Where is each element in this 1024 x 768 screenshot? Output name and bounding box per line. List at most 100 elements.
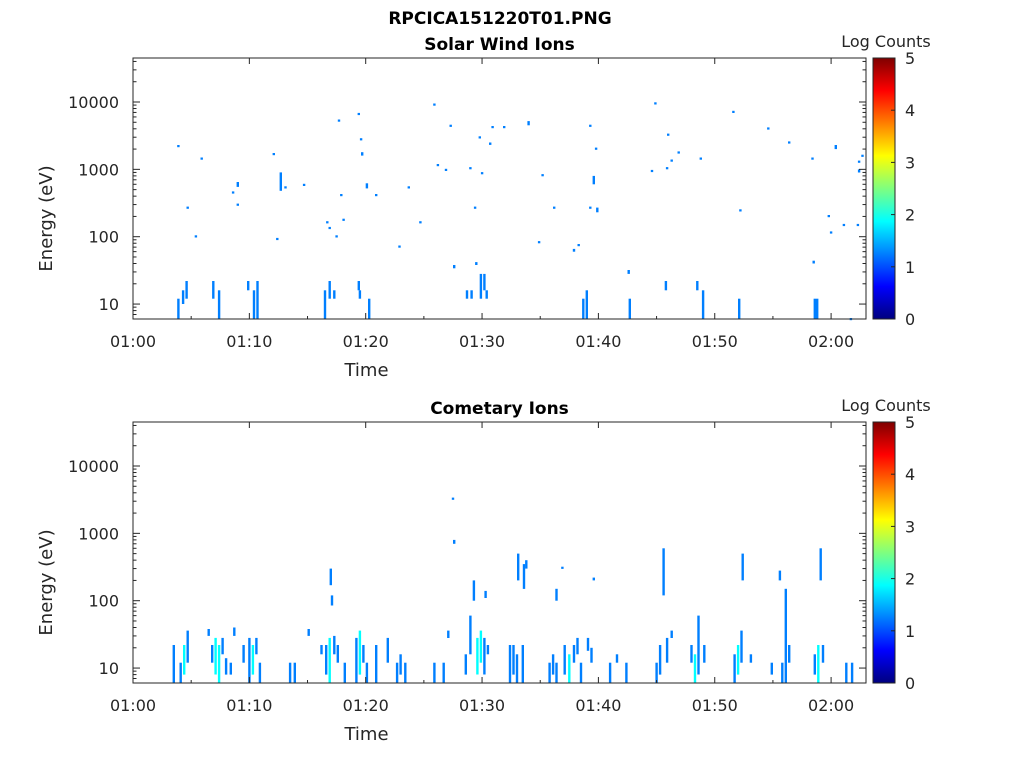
heatmap-cell	[670, 630, 673, 638]
heatmap-cell	[576, 637, 579, 655]
heatmap-cell	[302, 183, 306, 186]
x-tick-label: 01:50	[692, 332, 738, 351]
heatmap-cell	[284, 186, 287, 189]
heatmap-cell	[357, 281, 360, 291]
heatmap-cell	[654, 102, 657, 105]
heatmap-cell	[365, 183, 369, 189]
heatmap-cell	[483, 273, 486, 291]
heatmap-cell	[276, 237, 279, 241]
colorbar-tick-label: 3	[905, 517, 915, 536]
heatmap-cell	[433, 103, 436, 106]
heatmap-cell	[358, 630, 362, 675]
heatmap-cell	[307, 629, 310, 636]
heatmap-cell	[739, 209, 742, 212]
heatmap-cell	[336, 645, 339, 663]
heatmap-cell	[615, 654, 619, 663]
x-tick-label: 02:00	[808, 332, 854, 351]
heatmap-cell	[279, 172, 282, 191]
heatmap-cell	[375, 645, 378, 683]
heatmap-cell	[333, 290, 336, 299]
y-tick-label: 10000	[68, 93, 119, 112]
heatmap-cell	[399, 654, 402, 675]
heatmap-cell	[186, 206, 189, 209]
figure-title: RPCICA151220T01.PNG	[388, 9, 611, 29]
heatmap-cell	[788, 645, 791, 663]
x-tick-label: 01:10	[226, 696, 272, 715]
plot-area	[133, 422, 866, 683]
heatmap-cell	[233, 627, 236, 636]
heatmap-cell	[212, 281, 215, 299]
heatmap-cell	[740, 630, 743, 663]
heatmap-cell	[473, 206, 477, 209]
colorbar-tick-label: 5	[905, 413, 915, 432]
heatmap-cells	[172, 497, 854, 683]
heatmap-cell	[650, 169, 654, 173]
colorbar-tick-label: 0	[905, 310, 915, 329]
heatmap-cell	[582, 298, 585, 319]
heatmap-cell	[288, 662, 292, 683]
heatmap-cell	[480, 172, 484, 175]
heatmap-cell	[812, 260, 815, 264]
heatmap-cell	[442, 662, 445, 683]
heatmap-cell	[365, 662, 369, 683]
heatmap-cell	[325, 645, 328, 675]
heatmap-cell	[553, 206, 556, 209]
heatmap-cell	[355, 637, 358, 683]
heatmap-cell	[732, 110, 735, 113]
heatmap-cell	[857, 169, 861, 173]
colorbar-tick-label: 2	[905, 570, 915, 589]
heatmap-cell	[655, 662, 658, 683]
heatmap-cell	[368, 298, 371, 319]
heatmap-cell	[784, 588, 787, 683]
y-tick-label: 1000	[78, 524, 119, 543]
heatmap-cell	[521, 645, 524, 683]
heatmap-cell	[596, 207, 599, 213]
heatmap-cell	[358, 290, 362, 299]
heatmap-cell	[662, 548, 665, 596]
heatmap-cell	[224, 658, 228, 675]
heatmap-cell	[690, 645, 693, 663]
heatmap-cell	[256, 281, 259, 319]
heatmap-cell	[592, 175, 595, 185]
heatmap-cell	[525, 560, 528, 569]
heatmap-cell	[214, 637, 217, 675]
heatmap-cell	[658, 645, 662, 675]
heatmap-cell	[395, 662, 399, 683]
heatmap-cell	[767, 127, 770, 130]
heatmap-cell	[251, 645, 255, 675]
x-tick-label: 01:10	[226, 332, 272, 351]
x-axis-label: Time	[343, 724, 388, 745]
heatmap-cell	[741, 553, 744, 581]
heatmap-cell	[200, 157, 203, 160]
heatmap-cell	[845, 662, 848, 683]
heatmap-cell	[258, 662, 262, 683]
heatmap-cell	[472, 580, 476, 601]
y-tick-label: 10000	[68, 457, 119, 476]
heatmap-cell	[590, 647, 593, 663]
heatmap-cell	[701, 290, 705, 319]
heatmap-cell	[255, 637, 258, 655]
heatmap-cell	[329, 568, 332, 586]
heatmap-cell	[333, 635, 336, 655]
heatmap-cell	[407, 186, 410, 189]
x-tick-label: 01:00	[110, 696, 156, 715]
x-tick-label: 01:00	[110, 332, 156, 351]
heatmap-cell	[515, 654, 519, 683]
heatmap-cell	[486, 645, 490, 655]
heatmap-cell	[478, 136, 481, 139]
colorbar-tick-label: 4	[905, 465, 915, 484]
heatmap-cell	[816, 298, 819, 319]
x-tick-label: 01:40	[575, 332, 621, 351]
heatmap-cell	[586, 637, 590, 651]
x-tick-label: 01:20	[343, 332, 389, 351]
panel-title: Cometary Ions	[430, 399, 569, 419]
heatmap-cell	[627, 270, 630, 274]
heatmap-cell	[343, 662, 346, 683]
heatmap-cell	[625, 662, 628, 683]
heatmap-cell	[834, 145, 837, 150]
heatmap-cell	[328, 281, 331, 299]
heatmap-cell	[357, 112, 360, 116]
heatmap-cell	[470, 290, 473, 299]
heatmap-cell	[436, 164, 440, 167]
